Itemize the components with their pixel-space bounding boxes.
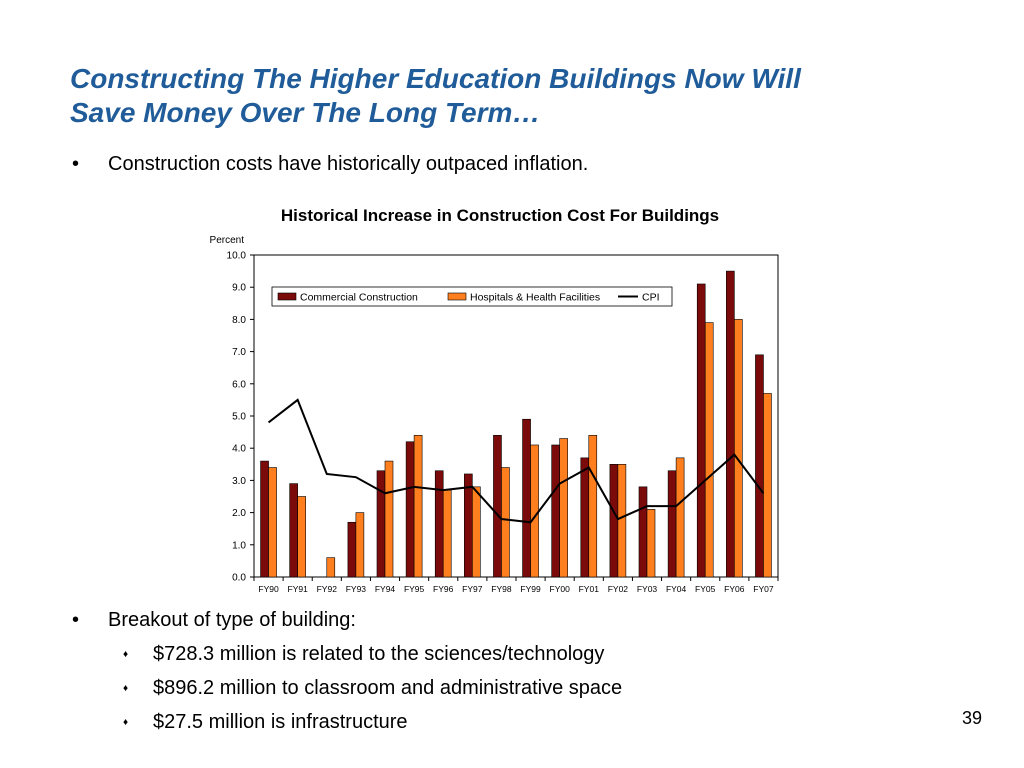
bullet-text: Breakout of type of building: <box>108 609 356 631</box>
bar-commercial-construction <box>376 470 386 578</box>
legend-swatch <box>277 292 297 301</box>
x-tick-label: FY07 <box>753 584 774 594</box>
diamond-bullet-icon: ♦ <box>123 648 129 660</box>
bar-commercial-construction <box>580 457 590 578</box>
bar-hospitals-health <box>559 438 568 578</box>
bullet-marker: • <box>72 609 80 631</box>
legend-entry: CPI <box>642 292 660 304</box>
y-tick-label: 7.0 <box>232 347 246 358</box>
y-tick-label: 3.0 <box>232 476 246 487</box>
bar-commercial-construction <box>347 521 357 578</box>
y-tick-label: 9.0 <box>232 283 246 294</box>
bar-commercial-construction <box>260 460 269 578</box>
bar-commercial-construction <box>638 486 648 578</box>
bar-hospitals-health <box>268 467 277 578</box>
bar-hospitals-health <box>501 467 510 578</box>
bar-commercial-construction <box>755 354 764 578</box>
x-tick-label: FY04 <box>666 584 687 594</box>
bullet-text: Construction costs have historically out… <box>108 153 589 175</box>
bar-hospitals-health <box>355 512 365 578</box>
bar-commercial-construction <box>667 470 677 578</box>
bar-hospitals-health <box>646 509 656 578</box>
bar-hospitals-health <box>734 319 743 578</box>
legend-entry: Commercial Construction <box>300 292 418 304</box>
slide-title: Constructing The Higher Education Buildi… <box>70 62 801 130</box>
bullet-marker: • <box>72 153 80 175</box>
bar-commercial-construction <box>405 441 415 578</box>
sub-bullet-text: $896.2 million to classroom and administ… <box>153 677 623 699</box>
sub-bullet-text: $728.3 million is related to the science… <box>153 643 605 665</box>
y-tick-label: 6.0 <box>232 379 246 390</box>
x-tick-label: FY03 <box>637 584 658 594</box>
bullet-item-breakout: • Breakout of type of building: <box>72 608 356 632</box>
x-tick-label: FY02 <box>608 584 629 594</box>
x-tick-label: FY90 <box>258 584 279 594</box>
diamond-bullet-icon: ♦ <box>123 682 129 694</box>
y-tick-label: 8.0 <box>232 315 246 326</box>
x-tick-label: FY06 <box>724 584 745 594</box>
bar-commercial-construction <box>551 444 560 578</box>
diamond-bullet-icon: ♦ <box>123 716 129 728</box>
sub-bullet-infrastructure: ♦ $27.5 million is infrastructure <box>123 710 408 735</box>
bar-hospitals-health <box>413 435 423 578</box>
x-tick-label: FY96 <box>433 584 454 594</box>
y-tick-label: 0.0 <box>232 573 246 584</box>
sub-bullet-classroom: ♦ $896.2 million to classroom and adminis… <box>123 676 622 701</box>
x-tick-label: FY94 <box>375 584 396 594</box>
chart-title: Historical Increase in Construction Cost… <box>280 206 720 225</box>
bar-commercial-construction <box>696 283 706 578</box>
bar-commercial-construction <box>493 435 502 578</box>
sub-bullet-sciences: ♦ $728.3 million is related to the scienc… <box>123 642 604 667</box>
x-tick-label: FY93 <box>346 584 367 594</box>
bar-hospitals-health <box>675 457 685 578</box>
bar-hospitals-health <box>704 322 714 578</box>
bar-commercial-construction <box>289 483 298 578</box>
line-cpi <box>267 398 765 524</box>
bar-hospitals-health <box>442 489 452 578</box>
legend-entry: Hospitals & Health Facilities <box>470 292 600 304</box>
bar-commercial-construction <box>434 470 444 578</box>
bar-commercial-construction <box>522 418 531 578</box>
sub-bullet-text: $27.5 million is infrastructure <box>153 711 408 733</box>
slide-title-line-2: Save Money Over The Long Term… <box>70 97 541 128</box>
x-tick-label: FY92 <box>317 584 338 594</box>
y-tick-label: 5.0 <box>232 412 246 423</box>
bar-commercial-construction <box>726 270 735 578</box>
bar-hospitals-health <box>763 393 772 578</box>
x-tick-label: FY98 <box>491 584 512 594</box>
bar-hospitals-health <box>326 557 336 578</box>
bar-hospitals-health <box>384 460 394 578</box>
y-tick-label: 4.0 <box>232 444 246 455</box>
bar-hospitals-health <box>530 444 539 578</box>
legend-box <box>271 286 673 307</box>
x-tick-label: FY00 <box>550 584 571 594</box>
bar-commercial-construction <box>609 463 619 578</box>
x-tick-label: FY01 <box>579 584 600 594</box>
x-tick-label: FY99 <box>520 584 541 594</box>
x-tick-label: FY91 <box>288 584 309 594</box>
x-tick-label: FY05 <box>695 584 716 594</box>
y-tick-label: 2.0 <box>232 508 246 519</box>
y-axis-label: Percent <box>210 235 245 246</box>
bar-commercial-construction <box>464 473 473 578</box>
x-tick-label: FY95 <box>404 584 425 594</box>
bar-hospitals-health <box>297 496 306 578</box>
bar-hospitals-health <box>472 486 481 578</box>
legend-swatch <box>447 292 467 301</box>
bar-hospitals-health <box>617 463 627 578</box>
y-tick-label: 1.0 <box>232 540 246 551</box>
bullet-item-inflation: • Construction costs have historically ou… <box>72 152 588 176</box>
bar-hospitals-health <box>588 435 598 578</box>
slide-title-line-1: Constructing The Higher Education Buildi… <box>70 63 801 94</box>
x-tick-label: FY97 <box>462 584 483 594</box>
y-tick-label: 10.0 <box>227 251 247 262</box>
page-number: 39 <box>961 708 982 728</box>
